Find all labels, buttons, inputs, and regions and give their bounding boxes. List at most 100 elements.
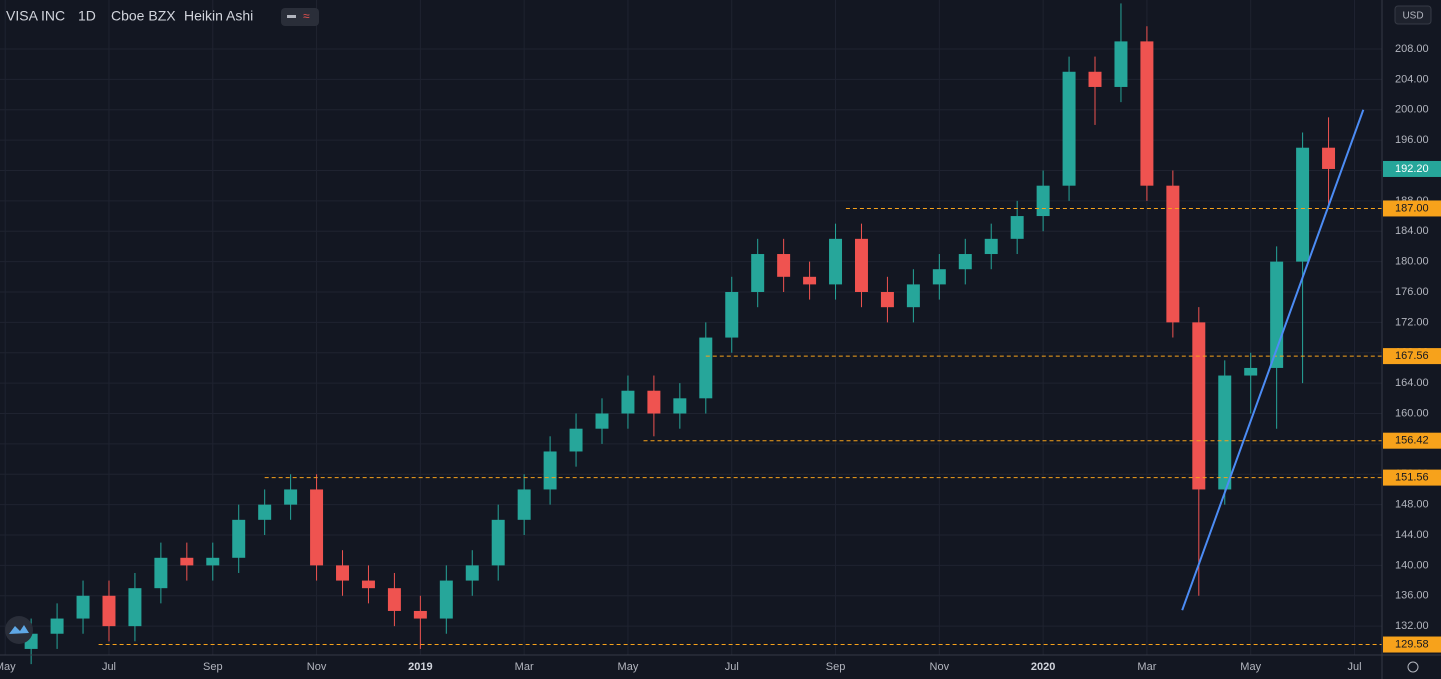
- candle-body: [1322, 147, 1336, 169]
- candle-body: [621, 390, 635, 414]
- candle-body: [258, 504, 272, 520]
- toggle-icon: ≈: [303, 9, 310, 23]
- axes: 132.00136.00140.00144.00148.00152.00156.…: [0, 43, 1441, 673]
- candle-body: [803, 276, 817, 285]
- candle-body: [906, 284, 920, 308]
- candle-body: [880, 291, 894, 308]
- candle-body: [439, 580, 453, 619]
- candle-body: [387, 588, 401, 611]
- candle-body: [829, 238, 843, 285]
- x-tick-label: Sep: [203, 661, 223, 673]
- x-tick-label: May: [0, 661, 16, 673]
- y-tick-label: 172.00: [1395, 316, 1429, 328]
- candle-body: [1140, 41, 1154, 186]
- x-tick-label: 2019: [408, 661, 432, 673]
- y-tick-label: 200.00: [1395, 104, 1429, 116]
- candle-body: [491, 519, 505, 566]
- candle-body: [1192, 322, 1206, 490]
- candle-body: [180, 557, 194, 566]
- candle-body: [673, 398, 687, 414]
- x-tick-label: Nov: [307, 661, 327, 673]
- x-tick-label: May: [1240, 661, 1261, 673]
- level-label: 156.42: [1395, 435, 1429, 447]
- currency: USD: [1402, 11, 1423, 22]
- interval: 1D: [78, 8, 96, 24]
- last-price-box: [1383, 160, 1441, 177]
- candle-body: [361, 580, 375, 589]
- candle-body: [1166, 185, 1180, 323]
- candle-body: [984, 238, 998, 255]
- candle-body: [1244, 367, 1258, 376]
- y-tick-label: 160.00: [1395, 407, 1429, 419]
- level-label: 187.00: [1395, 202, 1429, 214]
- candle-body: [102, 595, 116, 627]
- candle-body: [465, 565, 479, 581]
- level-label-box: [1383, 200, 1441, 217]
- y-tick-label: 140.00: [1395, 559, 1429, 571]
- y-tick-label: 136.00: [1395, 590, 1429, 602]
- y-tick-label: 164.00: [1395, 377, 1429, 389]
- candle-body: [50, 618, 64, 634]
- x-tick-label: Jul: [1347, 661, 1361, 673]
- level-label: 151.56: [1395, 472, 1429, 484]
- exchange: Cboe BZX: [111, 8, 176, 24]
- level-label-box: [1383, 469, 1441, 486]
- level-label-box: [1383, 432, 1441, 449]
- candle-body: [647, 390, 661, 414]
- candle-body: [777, 254, 791, 277]
- candle-body: [569, 428, 583, 452]
- candle-body: [932, 269, 946, 285]
- candle-body: [1036, 185, 1050, 217]
- candle-body: [76, 595, 90, 619]
- symbol: VISA INC: [6, 8, 65, 24]
- level-label: 129.58: [1395, 638, 1429, 650]
- y-tick-label: 144.00: [1395, 529, 1429, 541]
- toggle-icon: [287, 15, 296, 18]
- x-tick-label: Sep: [826, 661, 846, 673]
- logo-icon: [9, 625, 29, 634]
- candle-body: [1218, 375, 1232, 490]
- candle-body: [1010, 216, 1024, 239]
- candle-body: [128, 588, 142, 627]
- y-tick-label: 148.00: [1395, 499, 1429, 511]
- x-tick-label: Nov: [930, 661, 950, 673]
- currency-box[interactable]: [1394, 5, 1432, 25]
- x-tick-label: Mar: [1137, 661, 1156, 673]
- trend-line: [1181, 109, 1365, 611]
- x-tick-label: May: [618, 661, 639, 673]
- x-tick-label: Jul: [725, 661, 739, 673]
- candle-body: [725, 291, 739, 338]
- x-tick-label: Mar: [515, 661, 534, 673]
- candle-body: [854, 238, 868, 292]
- marks: [24, 3, 1382, 665]
- candle-body: [699, 337, 713, 399]
- candle-body: [206, 557, 220, 566]
- y-tick-label: 176.00: [1395, 286, 1429, 298]
- candle-body: [310, 489, 324, 566]
- candle-body: [595, 413, 609, 429]
- chart-style: Heikin Ashi: [184, 8, 253, 24]
- candle-body: [517, 489, 531, 520]
- candle-body: [154, 557, 168, 589]
- candle-body: [1088, 71, 1102, 87]
- candle-body: [1114, 41, 1128, 87]
- candle-body: [1296, 147, 1310, 262]
- last-price-label: 192.20: [1395, 163, 1429, 175]
- toggle[interactable]: [281, 8, 319, 26]
- y-tick-label: 208.00: [1395, 43, 1429, 55]
- candle-body: [958, 254, 972, 270]
- settings[interactable]: [1407, 661, 1419, 673]
- candle-body: [284, 489, 298, 505]
- candle-body: [751, 254, 765, 292]
- level-label-box: [1383, 348, 1441, 365]
- x-tick-label: 2020: [1031, 661, 1055, 673]
- y-tick-label: 180.00: [1395, 256, 1429, 268]
- level-label-box: [1383, 636, 1441, 653]
- candle-body: [336, 565, 350, 581]
- y-tick-label: 184.00: [1395, 225, 1429, 237]
- y-tick-label: 196.00: [1395, 134, 1429, 146]
- y-tick-label: 132.00: [1395, 620, 1429, 632]
